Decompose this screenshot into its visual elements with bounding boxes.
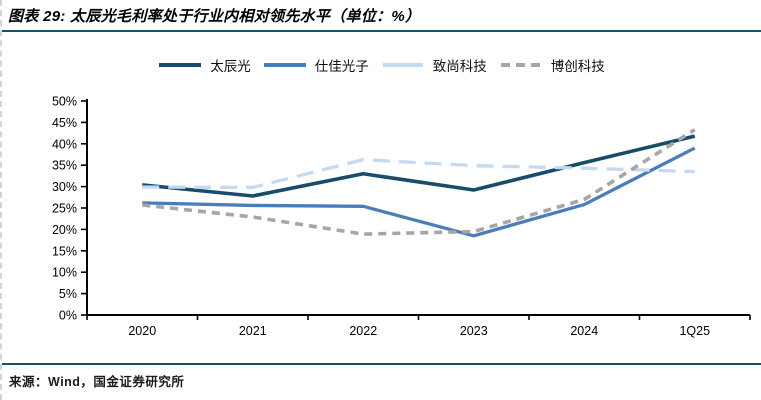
y-axis-label: 15% [52, 244, 77, 258]
y-axis-label: 40% [52, 137, 77, 151]
series-line-仕佳光子 [142, 146, 696, 238]
legend-item: 致尚科技 [381, 55, 487, 75]
y-axis-label: 25% [52, 202, 77, 216]
x-axis-label: 2024 [570, 324, 598, 338]
legend-label: 致尚科技 [432, 59, 487, 74]
title-divider [2, 30, 761, 32]
x-axis-label: 2021 [239, 324, 267, 338]
y-axis-label: 35% [52, 159, 77, 173]
series-line-太辰光 [142, 134, 696, 198]
x-axis-label: 2022 [349, 324, 377, 338]
legend-line-swatch [263, 63, 306, 67]
legend-label: 博创科技 [550, 59, 605, 74]
y-axis-label: 20% [52, 223, 77, 237]
legend-item: 仕佳光子 [263, 55, 369, 75]
legend-label: 仕佳光子 [314, 59, 369, 74]
legend-line-swatch [500, 63, 541, 67]
legend-line-swatch [382, 63, 423, 67]
legend-item: 太辰光 [158, 55, 251, 75]
x-axis-label: 2023 [460, 324, 488, 338]
legend-label: 太辰光 [210, 59, 251, 74]
x-axis-label: 2020 [128, 324, 156, 338]
legend-line-swatch [159, 63, 202, 67]
y-axis-label: 10% [52, 266, 77, 280]
legend-item: 博创科技 [499, 55, 605, 75]
source-note: 来源：Wind，国金证券研究所 [9, 375, 185, 389]
y-axis-label: 30% [52, 180, 77, 194]
x-axis-label: 1Q25 [679, 324, 710, 338]
series-line-致尚科技 [142, 157, 695, 190]
footer-divider [2, 363, 761, 365]
chart-legend: 太辰光 仕佳光子 致尚科技 博创科技 [2, 55, 761, 75]
y-axis-label: 45% [52, 116, 77, 130]
figure-title: 图表 29: 太辰光毛利率处于行业内相对领先水平（单位：%） [8, 8, 421, 25]
y-axis-label: 50% [52, 95, 77, 109]
y-axis-label: 0% [59, 309, 77, 323]
y-axis-label: 5% [59, 287, 77, 301]
